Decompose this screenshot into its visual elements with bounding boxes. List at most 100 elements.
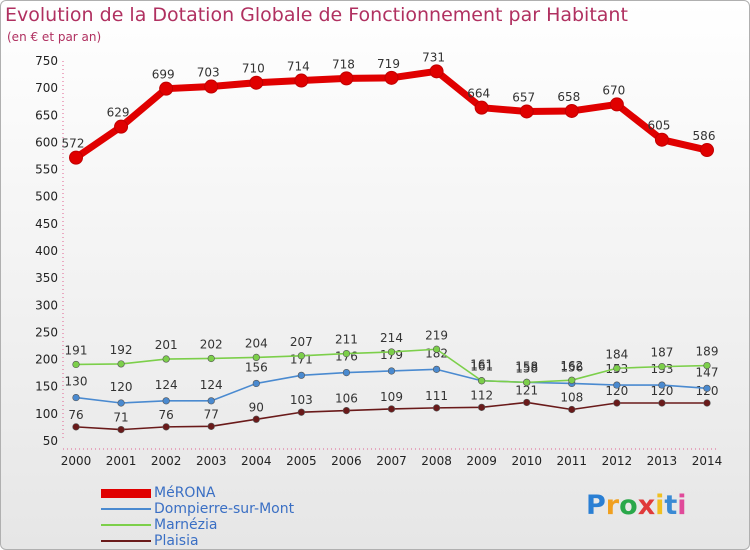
data-point (568, 376, 576, 384)
data-label: 714 (287, 60, 310, 74)
data-label: 147 (696, 365, 719, 379)
data-label: 120 (110, 380, 133, 394)
data-label: 156 (560, 360, 583, 374)
data-point (72, 393, 80, 402)
data-label: 204 (245, 336, 268, 350)
data-point (478, 403, 486, 411)
data-label: 201 (155, 338, 178, 352)
legend-label-plaisia: Plaisia (154, 533, 199, 549)
data-point (654, 132, 669, 147)
legend-label-merona: MéRONA (154, 485, 216, 501)
data-point (204, 79, 219, 94)
x-tick-label: 2009 (466, 454, 497, 468)
data-label: 103 (290, 393, 313, 407)
legend-item-dompierre: Dompierre-sur-Mont (101, 501, 294, 517)
data-point (294, 73, 309, 88)
data-point (342, 350, 351, 358)
y-tick-label: 600 (35, 135, 58, 149)
data-point (297, 352, 305, 360)
data-label: 162 (560, 359, 583, 373)
data-label: 657 (512, 90, 535, 104)
data-point (523, 398, 531, 407)
data-label: 161 (470, 358, 493, 372)
y-tick-label: 350 (35, 271, 58, 285)
data-label: 184 (605, 347, 628, 361)
data-label: 214 (380, 331, 403, 345)
data-point (478, 377, 486, 385)
data-point (117, 399, 125, 407)
x-tick-label: 2004 (241, 454, 272, 468)
legend-label-dompierre: Dompierre-sur-Mont (154, 501, 295, 517)
data-label: 77 (204, 407, 219, 421)
y-tick-label: 50 (43, 434, 58, 448)
data-label: 158 (515, 361, 538, 375)
data-label: 718 (332, 57, 355, 71)
data-label: 111 (425, 389, 448, 403)
data-point (207, 354, 215, 363)
data-point (658, 363, 666, 371)
legend-swatch-dompierre (101, 508, 151, 510)
x-tick-label: 2012 (602, 454, 633, 468)
data-point (252, 379, 260, 388)
data-label: 572 (62, 137, 85, 151)
y-tick-label: 100 (35, 407, 58, 421)
logo-letter: t (664, 490, 678, 521)
data-point (519, 104, 534, 119)
data-label: 161 (470, 360, 493, 374)
data-label: 106 (335, 392, 358, 406)
data-label: 76 (68, 408, 83, 422)
data-point (384, 70, 399, 85)
data-point (339, 71, 354, 86)
data-label: 187 (650, 346, 673, 360)
x-tick-label: 2010 (511, 454, 542, 468)
data-point (207, 397, 215, 405)
data-point (297, 408, 305, 416)
data-point (432, 365, 441, 373)
data-point (523, 378, 531, 386)
data-label: 156 (245, 360, 268, 374)
data-point (207, 422, 215, 430)
data-label: 76 (159, 408, 174, 422)
data-point (342, 369, 351, 377)
y-tick-label: 400 (35, 244, 58, 258)
x-tick-label: 2014 (692, 454, 723, 468)
logo-letter: x (637, 490, 656, 521)
data-label: 120 (605, 384, 628, 398)
data-point (658, 381, 666, 389)
data-point (342, 407, 351, 415)
data-label: 120 (650, 384, 673, 398)
data-point (387, 405, 396, 413)
data-point (162, 423, 170, 431)
data-label: 71 (113, 411, 128, 425)
data-label: 192 (110, 343, 133, 357)
data-label: 109 (380, 390, 403, 404)
data-label: 207 (290, 335, 313, 349)
legend-item-marnezia: Marnézia (101, 517, 294, 533)
data-label: 658 (557, 90, 580, 104)
data-label: 121 (515, 383, 538, 397)
data-point (162, 355, 170, 363)
data-label: 719 (377, 57, 400, 71)
data-label: 130 (65, 375, 88, 389)
logo-letter: r (605, 490, 620, 521)
x-tick-label: 2001 (106, 454, 137, 468)
data-label: 664 (467, 87, 490, 101)
data-label: 629 (107, 106, 130, 120)
y-tick-label: 250 (35, 325, 58, 339)
data-point (474, 100, 489, 115)
data-point (568, 405, 576, 414)
legend: MéRONA Dompierre-sur-Mont Marnézia Plais… (101, 485, 294, 549)
data-label: 219 (425, 328, 448, 342)
data-point (72, 423, 80, 431)
y-tick-label: 500 (35, 190, 58, 204)
data-point (252, 353, 260, 362)
x-tick-label: 2006 (331, 454, 362, 468)
data-point (703, 361, 711, 370)
data-label: 202 (200, 337, 223, 351)
chart-title: Evolution de la Dotation Globale de Fonc… (5, 4, 628, 26)
x-tick-label: 2011 (557, 454, 588, 468)
data-point (387, 367, 396, 375)
data-point (387, 348, 396, 356)
legend-swatch-marnezia (101, 524, 151, 526)
